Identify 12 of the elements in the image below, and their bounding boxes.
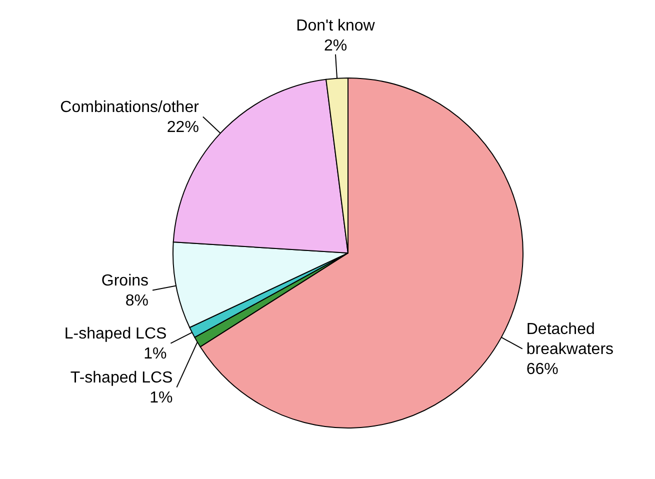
slice-label: T-shaped LCS bbox=[70, 369, 173, 386]
data-label: 2% bbox=[324, 37, 348, 54]
slice-label: Don't know bbox=[296, 17, 376, 34]
data-label: 1% bbox=[150, 389, 173, 406]
data-label: 22% bbox=[166, 118, 199, 136]
slice-label: L-shaped LCS bbox=[64, 325, 167, 342]
data-label: 66% bbox=[526, 360, 558, 378]
data-label: 8% bbox=[125, 292, 149, 310]
data-label: 1% bbox=[144, 345, 167, 362]
slice-label: Groins bbox=[101, 272, 149, 290]
slice-label: Combinations/other bbox=[60, 98, 200, 116]
slice-label: Detached breakwaters bbox=[526, 320, 614, 358]
